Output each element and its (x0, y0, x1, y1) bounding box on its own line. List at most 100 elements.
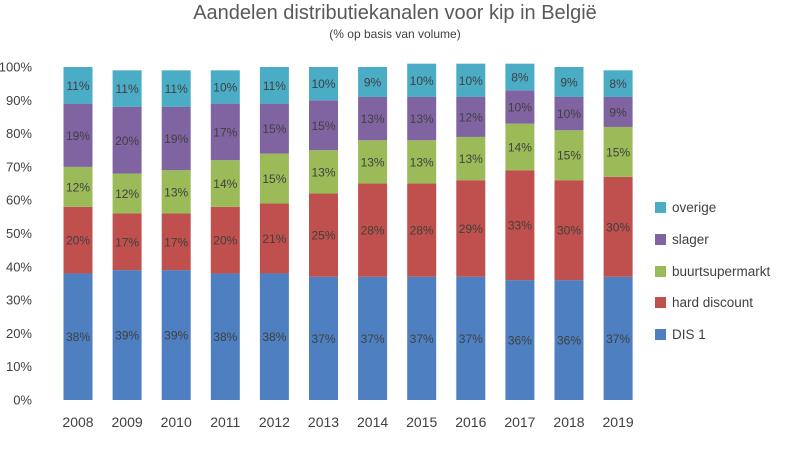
data-label: 17% (164, 235, 188, 249)
data-label: 38% (213, 330, 237, 344)
data-label: 28% (410, 224, 434, 238)
bar-segment (603, 176, 633, 277)
data-label: 15% (606, 145, 630, 159)
x-tick-label: 2019 (603, 414, 634, 430)
y-tick-label: 10% (6, 359, 32, 374)
x-tick-label: 2014 (357, 414, 388, 430)
data-label: 10% (410, 74, 434, 88)
bar-segment (603, 70, 633, 97)
data-label: 29% (459, 222, 483, 236)
bar-segment (505, 90, 535, 124)
bar-segment (112, 70, 142, 107)
y-tick-label: 50% (6, 226, 32, 241)
bar-segment (505, 280, 535, 400)
data-label: 33% (508, 219, 532, 233)
data-label: 37% (459, 332, 483, 346)
bar-segment (505, 170, 535, 281)
bar-segment (505, 123, 535, 171)
data-label: 38% (66, 330, 90, 344)
data-label: 28% (361, 224, 385, 238)
bar-segment (112, 270, 142, 400)
x-tick-label: 2015 (406, 414, 437, 430)
data-label: 13% (311, 165, 335, 179)
bar-segment (407, 140, 437, 184)
data-label: 37% (361, 332, 385, 346)
bar-segment (358, 183, 388, 277)
data-label: 15% (262, 122, 286, 136)
bar-segment (407, 96, 437, 141)
bar-segment (407, 183, 437, 277)
bar-segment (309, 100, 338, 151)
data-label: 14% (213, 177, 237, 191)
x-tick-label: 2010 (161, 414, 192, 430)
bar-segment (407, 276, 437, 400)
x-tick-label: 2011 (210, 414, 240, 430)
data-label: 37% (311, 332, 335, 346)
data-label: 38% (262, 330, 286, 344)
bar-segment (358, 96, 388, 141)
bar-segment (210, 206, 240, 274)
data-label: 25% (311, 229, 335, 243)
legend-label: slager (672, 232, 709, 247)
data-label: 37% (410, 332, 434, 346)
bar-segment (259, 153, 289, 204)
data-label: 12% (115, 187, 139, 201)
bar-segment (259, 203, 289, 274)
bar-segment (603, 276, 633, 400)
legend-label: hard discount (672, 295, 753, 310)
data-label: 30% (557, 224, 581, 238)
data-label: 20% (115, 134, 139, 148)
y-tick-label: 20% (6, 326, 32, 341)
bar-segment (554, 280, 584, 400)
x-tick-label: 2013 (308, 414, 339, 430)
y-tick-label: 80% (6, 126, 32, 141)
data-label: 21% (262, 232, 286, 246)
bar-segment (63, 67, 93, 104)
data-label: 20% (213, 234, 237, 248)
data-label: 11% (263, 79, 286, 93)
data-label: 30% (606, 220, 630, 234)
bar-segment (554, 180, 584, 281)
data-label: 36% (557, 334, 581, 348)
data-label: 10% (459, 74, 483, 88)
data-label: 13% (410, 155, 434, 169)
data-label: 17% (213, 125, 237, 139)
legend: overige slager buurtsupermarkt hard discoun… (655, 200, 771, 342)
bar-segment (161, 170, 191, 214)
bar-segment (112, 106, 142, 174)
data-label: 15% (557, 149, 581, 163)
bar-segment (358, 276, 388, 400)
bar-segment (358, 140, 388, 184)
legend-label: DIS 1 (672, 327, 706, 342)
data-label: 10% (213, 80, 237, 94)
data-label: 10% (557, 107, 581, 121)
bar-segment (63, 273, 93, 400)
y-tick-label: 60% (6, 193, 32, 208)
legend-swatch (655, 266, 666, 277)
data-label: 14% (508, 140, 532, 154)
data-label: 39% (164, 329, 188, 343)
data-label: 13% (410, 112, 434, 126)
data-label: 9% (364, 75, 382, 89)
bar-segment (554, 130, 584, 181)
legend-swatch (655, 234, 666, 245)
data-label: 10% (508, 100, 532, 114)
bar-segment (210, 273, 240, 400)
bar-segment (112, 173, 142, 214)
bar-segment (210, 160, 240, 207)
y-tick-label: 40% (6, 259, 32, 274)
data-label: 9% (560, 75, 578, 89)
bar-segment (407, 63, 437, 97)
bar-segment (63, 103, 93, 167)
x-tick-label: 2009 (112, 414, 143, 430)
data-label: 36% (508, 334, 532, 348)
x-tick-label: 2018 (553, 414, 584, 430)
data-label: 20% (66, 234, 90, 248)
bar-segment (456, 136, 486, 181)
bar-segment (63, 206, 93, 274)
bar-segment (554, 96, 584, 131)
y-tick-label: 90% (6, 93, 32, 108)
data-label: 13% (361, 155, 385, 169)
data-label: 15% (262, 172, 286, 186)
chart-subtitle: (% op basis van volume) (329, 27, 460, 41)
